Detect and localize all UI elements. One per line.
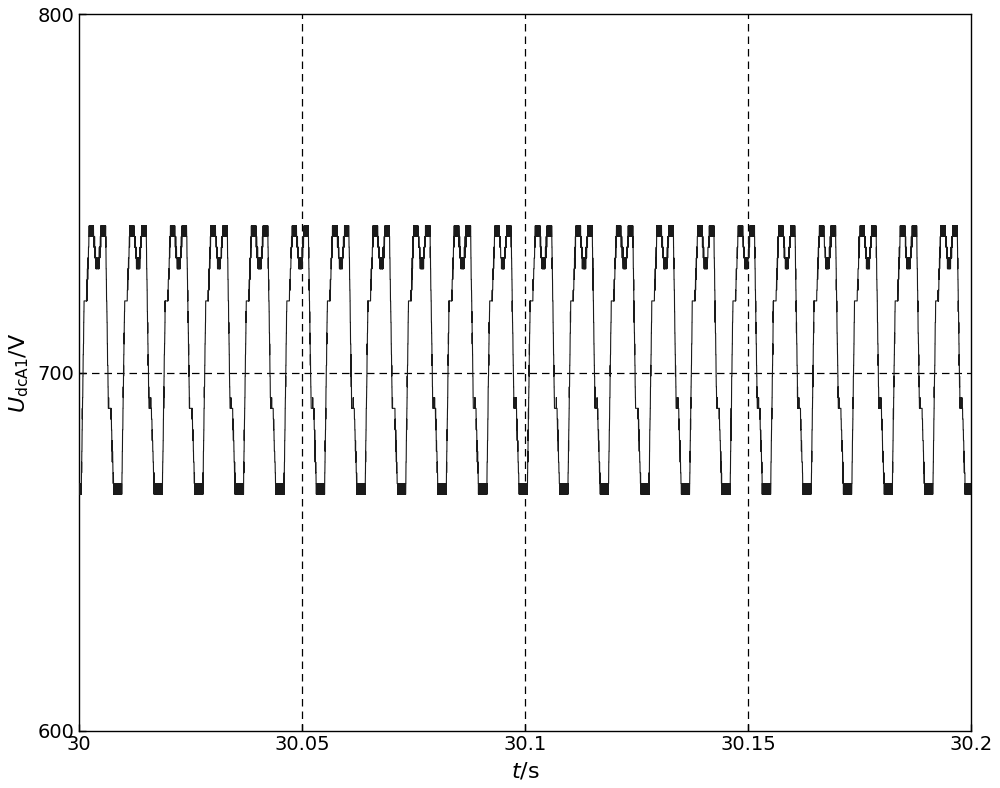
Y-axis label: $\it{U}_{\rm dcA1}$/V: $\it{U}_{\rm dcA1}$/V	[7, 333, 31, 413]
X-axis label: $\it{t}$/s: $\it{t}$/s	[511, 760, 540, 781]
